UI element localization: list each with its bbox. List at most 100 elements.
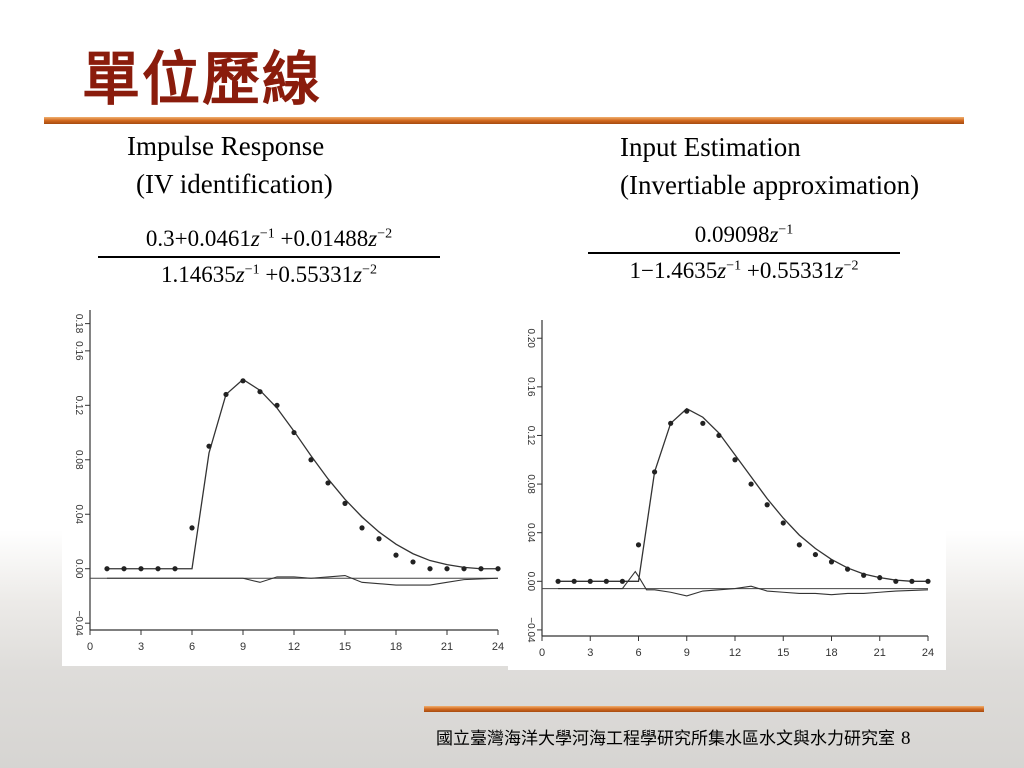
observed-point <box>635 542 642 548</box>
observed-point <box>571 578 577 584</box>
observed-point <box>138 566 144 572</box>
observed-point <box>700 420 706 426</box>
x-tick-label: 24 <box>922 647 934 659</box>
observed-point <box>668 420 674 426</box>
x-tick-label: 3 <box>587 647 593 659</box>
right-transfer-function: 0.09098z−1 1−1.4635z−1 +0.55331z−2 <box>588 222 900 284</box>
right-numerator: 0.09098z−1 <box>694 222 794 247</box>
observed-point <box>732 457 738 463</box>
observed-point <box>257 389 263 395</box>
footer-institution: 國立臺灣海洋大學河海工程學研究所集水區水文與水力研究室 <box>436 729 895 749</box>
observed-point <box>240 378 246 384</box>
x-tick-label: 15 <box>777 647 789 659</box>
observed-point <box>780 520 786 526</box>
observed-point <box>796 542 802 548</box>
right-heading-line1: Input Estimation <box>620 132 801 162</box>
y-tick-label: 0.16 <box>525 377 536 397</box>
observed-point <box>189 525 195 531</box>
observed-point <box>764 502 770 508</box>
observed-point <box>104 566 110 572</box>
x-tick-label: 21 <box>441 641 453 653</box>
x-tick-label: 6 <box>635 647 641 659</box>
x-tick-label: 12 <box>288 641 300 653</box>
y-tick-label: 0.08 <box>73 450 84 470</box>
x-tick-label: 0 <box>539 647 545 659</box>
left-plot-panel: 0 3 6 9 12 15 18 21 24 −0.04 0.00 0.04 0.08 0.12 0.16 0… <box>62 296 514 666</box>
observed-point <box>925 578 931 584</box>
observed-point <box>206 443 212 449</box>
y-tick-label: 0.04 <box>73 505 84 525</box>
x-tick-label: 18 <box>825 647 837 659</box>
fitted-line <box>107 378 498 570</box>
y-tick-label: 0.00 <box>73 559 84 579</box>
footer-divider <box>424 706 984 712</box>
y-tick-label: −0.04 <box>525 617 536 643</box>
input-estimate-line <box>558 570 929 597</box>
observed-point <box>619 578 626 584</box>
residual-line <box>107 574 499 586</box>
x-tick-label: 21 <box>874 647 886 659</box>
y-tick-label: 0.04 <box>525 523 536 543</box>
observed-point <box>893 578 899 584</box>
observed-point <box>274 402 280 408</box>
observed-point <box>861 572 867 578</box>
observed-point <box>155 566 161 572</box>
x-tick-label: 18 <box>390 641 402 653</box>
y-tick-label: 0.08 <box>525 474 536 494</box>
observed-point <box>223 391 229 398</box>
title-divider <box>44 117 964 124</box>
y-tick-label: 0.16 <box>73 341 84 361</box>
x-tick-label: 9 <box>684 647 690 659</box>
observed-point <box>427 566 433 572</box>
right-heading: Input Estimation (Invertiable approximat… <box>620 128 919 204</box>
observed-point <box>121 566 127 572</box>
observed-point <box>342 500 348 506</box>
observed-point <box>359 525 365 531</box>
right-denominator: 1−1.4635z−1 +0.55331z−2 <box>629 257 859 283</box>
left-fraction-bar <box>98 256 440 258</box>
y-tick-label: −0.04 <box>73 611 84 637</box>
observed-point <box>495 566 501 572</box>
observed-point <box>308 457 314 463</box>
slide-title: 單位歷線 <box>82 45 323 113</box>
observed-point <box>909 578 915 584</box>
observed-point <box>291 429 297 436</box>
observed-point <box>376 536 382 542</box>
right-chart: 0 3 6 9 12 15 18 21 24 −0.04 0.00 0.04 0.08 0.12 0.16 0… <box>525 320 934 659</box>
x-tick-label: 9 <box>240 641 246 653</box>
left-chart: 0 3 6 9 12 15 18 21 24 −0.04 0.00 0.04 0.08 0.12 0.16 0… <box>73 310 504 653</box>
observed-point <box>828 559 835 565</box>
observed-point <box>325 480 331 486</box>
observed-point <box>444 566 450 572</box>
y-tick-label: 0.18 <box>73 314 84 334</box>
left-transfer-function: 0.3+0.0461z−1 +0.01488z−2 1.14635z−1 +0.… <box>98 226 440 288</box>
x-tick-label: 15 <box>339 641 351 653</box>
observed-point <box>877 575 883 581</box>
observed-point <box>587 578 593 584</box>
fitted-line <box>558 407 928 582</box>
y-tick-label: 0.12 <box>73 396 84 416</box>
observed-point <box>461 566 467 572</box>
x-tick-label: 3 <box>138 641 144 653</box>
x-tick-label: 12 <box>729 647 741 659</box>
observed-point <box>172 566 178 572</box>
observed-point <box>478 566 484 572</box>
observed-point <box>812 551 819 558</box>
right-fraction-bar <box>588 252 900 254</box>
x-tick-label: 0 <box>87 641 93 653</box>
y-tick-label: 0.20 <box>525 328 536 348</box>
observed-point <box>684 408 690 414</box>
observed-point <box>410 559 416 565</box>
footer: 國立臺灣海洋大學河海工程學研究所集水區水文與水力研究室 8 <box>436 724 911 750</box>
left-heading: Impulse Response (IV identification) <box>127 127 333 203</box>
page-number: 8 <box>901 728 911 749</box>
right-plot-panel: 0 3 6 9 12 15 18 21 24 −0.04 0.00 0.04 0.08 0.12 0.16 0… <box>508 310 946 670</box>
left-denominator: 1.14635z−1 +0.55331z−2 <box>161 261 377 287</box>
y-tick-label: 0.00 <box>525 572 536 592</box>
observed-point <box>651 469 658 475</box>
left-heading-line2: (IV identification) <box>136 169 333 199</box>
y-tick-label: 0.12 <box>525 426 536 446</box>
observed-point <box>844 566 851 572</box>
left-heading-line1: Impulse Response <box>127 131 325 161</box>
observed-point <box>555 578 561 584</box>
